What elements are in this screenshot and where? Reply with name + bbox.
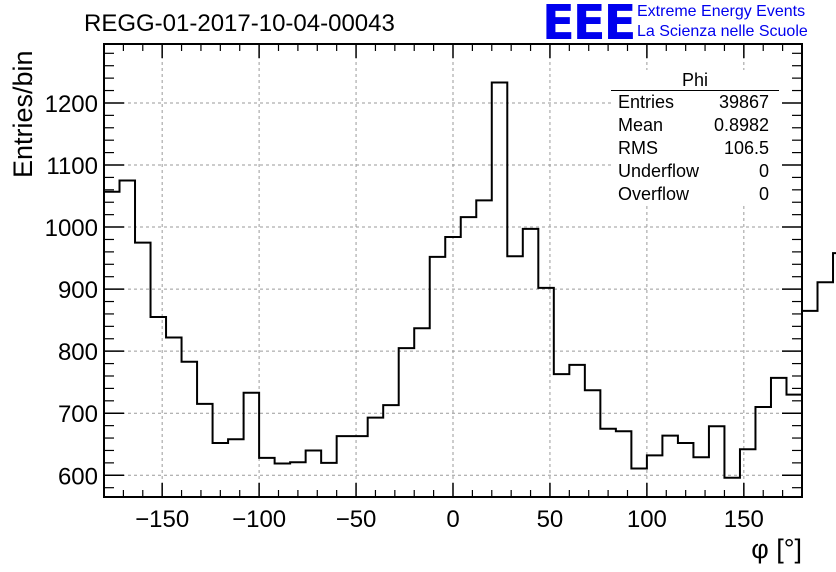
- histogram-bin: [259, 458, 275, 497]
- histogram-bin: [228, 439, 244, 497]
- stat-value: 106.5: [723, 138, 769, 158]
- histogram-outline: [104, 81, 836, 479]
- histogram-bin: [383, 405, 399, 497]
- stat-label: Underflow: [618, 161, 700, 181]
- y-tick-label: 1000: [45, 215, 98, 242]
- histogram-bin: [337, 436, 353, 497]
- y-tick-label: 1200: [45, 91, 98, 118]
- histogram-bin: [120, 181, 136, 497]
- x-axis-label: φ [°]: [751, 534, 802, 564]
- stats-box: Phi Entries 39867 Mean 0.8982 RMS 106.5 …: [611, 70, 779, 206]
- stat-row-rms: RMS 106.5: [611, 137, 779, 160]
- histogram-bin: [771, 378, 787, 497]
- stat-label: Mean: [618, 115, 664, 135]
- histogram-bin: [678, 443, 694, 497]
- histogram-bin: [631, 468, 647, 497]
- histogram-bin: [461, 217, 477, 497]
- y-tick-label: 600: [58, 463, 98, 490]
- histogram-bin: [135, 243, 151, 497]
- histogram-bin: [306, 450, 322, 497]
- histogram-bin: [151, 317, 167, 497]
- histogram-bin: [616, 431, 632, 497]
- stat-row-underflow: Underflow 0: [611, 160, 779, 183]
- histogram-bin: [724, 478, 740, 497]
- histogram-bin: [368, 418, 384, 497]
- histogram-bin: [414, 328, 430, 497]
- x-tick-label: −100: [232, 506, 286, 533]
- histogram-bin: [647, 455, 663, 497]
- logo-line-1: Extreme Energy Events: [637, 3, 806, 20]
- tick-labels: −150 −100 −50 0 50 100 150 600 700 800 900 1000 1100…: [45, 91, 764, 533]
- x-tick-label: −50: [336, 506, 377, 533]
- y-tick-label: 700: [58, 401, 98, 428]
- histogram-bin: [538, 288, 554, 497]
- axis-ticks: [104, 44, 802, 497]
- histogram-bin: [740, 449, 756, 497]
- x-tick-label: 0: [446, 506, 459, 533]
- histogram-bin: [585, 390, 601, 497]
- x-tick-label: 50: [537, 506, 564, 533]
- y-tick-label: 1100: [46, 153, 98, 180]
- logo-text: Extreme Energy Events La Scienza nelle S…: [637, 2, 808, 42]
- y-tick-label: 900: [58, 277, 98, 304]
- histogram-bin: [755, 407, 771, 497]
- stat-value: 0: [758, 161, 769, 181]
- histogram-bin: [321, 463, 337, 497]
- y-tick-label: 800: [58, 339, 98, 366]
- histogram-bin: [352, 436, 368, 497]
- x-tick-label: 100: [627, 506, 667, 533]
- histogram-bin: [290, 462, 306, 497]
- logo-line-2: La Scienza nelle Scuole: [637, 23, 808, 40]
- histogram-bin: [445, 237, 461, 497]
- histogram-bin: [818, 282, 834, 497]
- grid-lines: [104, 44, 802, 497]
- stat-value: 0: [758, 184, 769, 204]
- histogram-bin: [523, 229, 539, 497]
- histogram-bin: [182, 362, 198, 497]
- x-tick-label: −150: [135, 506, 189, 533]
- stat-row-entries: Entries 39867: [611, 91, 779, 114]
- histogram-bin: [275, 463, 291, 497]
- histogram-bin: [430, 257, 446, 497]
- histogram-bin: [802, 311, 818, 497]
- stat-label: Overflow: [618, 184, 690, 204]
- chart-title: REGG-01-2017-10-04-00043: [84, 10, 395, 37]
- histogram-bin: [554, 374, 570, 497]
- x-tick-label: 150: [724, 506, 764, 533]
- histogram-bin: [693, 457, 709, 497]
- histogram-bin: [104, 192, 120, 497]
- stat-row-overflow: Overflow 0: [611, 183, 779, 206]
- histogram-bin: [600, 429, 616, 497]
- stat-value: 39867: [718, 92, 769, 112]
- stat-label: RMS: [618, 138, 658, 158]
- histogram-bin: [476, 200, 492, 497]
- histogram-bin: [786, 395, 802, 497]
- y-axis-label: Entries/bin: [8, 50, 38, 178]
- histogram-bin: [507, 256, 523, 497]
- histogram-bin: [166, 338, 182, 497]
- histogram-bin: [213, 443, 229, 497]
- stats-title: Phi: [611, 70, 779, 91]
- histogram-bin: [197, 404, 213, 497]
- eee-logo: EEE: [542, 0, 636, 51]
- histogram-bin: [569, 365, 585, 497]
- histogram-bin: [244, 393, 260, 497]
- histogram-bin: [709, 426, 725, 497]
- stat-label: Entries: [618, 92, 675, 112]
- plot-frame: [103, 43, 803, 498]
- histogram-bin: [662, 436, 678, 497]
- histogram-bin: [492, 82, 508, 497]
- stat-value: 0.8982: [713, 115, 769, 135]
- histogram-bin: [399, 348, 415, 497]
- stat-row-mean: Mean 0.8982: [611, 114, 779, 137]
